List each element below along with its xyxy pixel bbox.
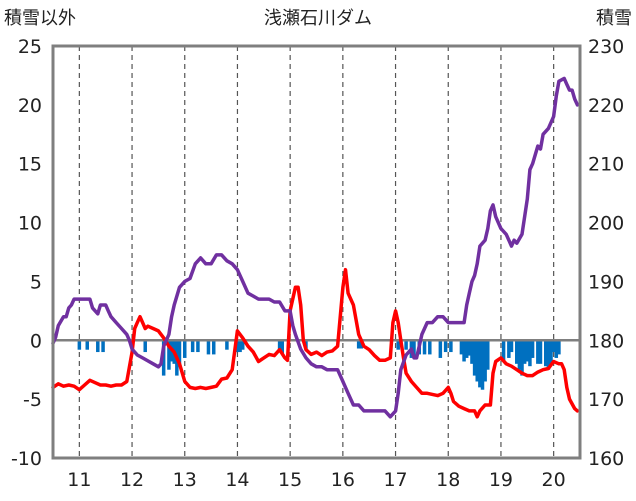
bar	[177, 340, 182, 367]
bar	[238, 340, 242, 353]
x-tick-label: 15	[278, 469, 302, 491]
bar	[522, 340, 527, 364]
bar	[509, 340, 514, 353]
bar	[459, 340, 464, 355]
right-tick-label: 220	[588, 95, 624, 117]
bar	[480, 340, 485, 390]
left-tick-label: -5	[23, 389, 42, 411]
bar	[240, 340, 245, 350]
bar	[478, 340, 482, 388]
bar	[472, 340, 477, 376]
bar	[464, 340, 469, 358]
left-tick-label: 5	[30, 271, 42, 293]
bar	[438, 340, 443, 358]
bar	[528, 340, 532, 367]
plot-frame	[51, 44, 582, 460]
bar	[404, 340, 408, 350]
bar	[501, 340, 506, 362]
series-line	[51, 76, 580, 419]
bar	[277, 340, 282, 353]
bar	[422, 340, 427, 355]
bar	[412, 340, 416, 358]
x-tick-label: 19	[489, 469, 513, 491]
bar	[486, 340, 490, 370]
left-tick-label: 15	[18, 154, 42, 176]
left-tick-label: -10	[11, 448, 42, 470]
series-line	[51, 267, 580, 419]
bar	[546, 340, 551, 370]
bar	[190, 340, 195, 353]
bar	[96, 340, 100, 353]
bar	[280, 340, 284, 355]
snow-bars	[77, 340, 561, 390]
right-tick-label: 200	[588, 213, 624, 235]
bar	[549, 340, 553, 364]
right-tick-label: 190	[588, 271, 624, 293]
bar	[475, 340, 479, 382]
bar	[77, 340, 82, 350]
bar	[196, 340, 200, 353]
bar	[507, 340, 511, 358]
bar	[554, 340, 559, 358]
bar	[161, 340, 166, 376]
bar	[536, 340, 540, 364]
x-tick-label: 20	[542, 469, 566, 491]
right-tick-label: 230	[588, 36, 624, 58]
bar	[396, 340, 400, 350]
bar	[543, 340, 548, 367]
left-axis-label: 積雪以外	[4, 8, 76, 29]
bar	[525, 340, 530, 362]
left-tick-label: 10	[18, 213, 42, 235]
bar	[225, 340, 229, 350]
x-tick-label: 11	[67, 469, 91, 491]
bar	[520, 340, 524, 376]
tick-labels: 25 20 15 10 5 0 -5 -10 230 220 210 200 190 180 170 160 1…	[11, 36, 624, 491]
right-tick-label: 210	[588, 154, 624, 176]
bar	[85, 340, 90, 350]
bar	[449, 340, 453, 353]
x-tick-label: 18	[436, 469, 460, 491]
bar	[557, 340, 561, 355]
x-tick-label: 17	[383, 469, 407, 491]
right-tick-label: 170	[588, 389, 624, 411]
chart-title: 浅瀬石川ダム	[264, 8, 372, 29]
bar	[428, 340, 432, 355]
bar	[183, 340, 187, 358]
bar	[470, 340, 474, 364]
bar	[483, 340, 487, 382]
right-axis-label: 積雪	[596, 8, 632, 29]
left-tick-label: 20	[18, 95, 42, 117]
bar	[143, 340, 147, 353]
bar	[101, 340, 105, 353]
x-tick-label: 12	[120, 469, 144, 491]
bar	[551, 340, 556, 353]
bar	[538, 340, 543, 364]
bar	[356, 340, 361, 349]
bar	[206, 340, 211, 355]
bar	[515, 340, 519, 364]
left-tick-label: 25	[18, 36, 42, 58]
bar	[462, 340, 466, 362]
bar	[517, 340, 522, 370]
series-lines	[51, 76, 580, 419]
x-tick-label: 14	[225, 469, 249, 491]
right-tick-label: 180	[588, 330, 624, 352]
gridlines	[78, 46, 555, 458]
bar	[443, 340, 448, 353]
bar	[467, 340, 472, 356]
bar	[530, 340, 535, 358]
bar	[235, 340, 240, 353]
left-tick-label: 0	[30, 330, 42, 352]
x-tick-label: 13	[173, 469, 197, 491]
bar	[167, 340, 171, 370]
x-tick-label: 16	[331, 469, 355, 491]
bar	[211, 340, 216, 355]
right-tick-label: 160	[588, 448, 624, 470]
